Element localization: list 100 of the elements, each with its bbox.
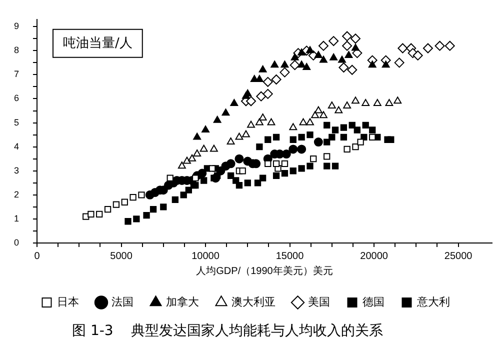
point [271,74,282,85]
point [340,124,348,131]
point [235,132,244,140]
point [332,126,339,134]
y-tick-label: 9 [14,21,20,32]
point [290,136,296,143]
point [247,120,255,128]
point [246,96,256,106]
point [290,60,300,70]
point [267,118,276,126]
point [362,99,370,106]
point [382,60,390,68]
point [422,43,433,54]
point [338,62,349,72]
point [239,168,246,174]
point [320,111,328,118]
point [344,146,350,153]
point [244,89,252,96]
point [298,134,305,141]
point [290,168,296,174]
point [352,44,360,51]
point [298,48,306,56]
legend-label: 加拿大 [166,295,199,308]
point [298,60,306,68]
point [299,118,308,126]
point [394,58,404,68]
point [96,210,103,218]
point [288,144,298,154]
point [352,96,360,104]
point [334,106,343,114]
point [385,99,394,106]
point [306,162,314,170]
point [88,210,94,218]
point [311,111,320,118]
point [344,50,353,58]
y-axis-title: 吨油当量/人 [63,36,132,51]
y-tick-label: 3 [14,165,20,176]
point [306,118,314,126]
point [343,101,352,108]
y-tick-label: 7 [14,69,20,80]
point [290,53,299,60]
point [297,144,306,154]
point [324,162,330,170]
y-tick-label: 4 [14,141,20,152]
point [202,126,210,132]
x-axis-title: 人均GDP/（1990年美元）美元 [196,264,333,277]
x-tick-label: 20000 [360,250,388,262]
point [258,113,267,120]
point [394,96,402,104]
point [332,162,339,170]
point [272,160,280,167]
point [324,138,330,146]
point [262,76,273,87]
point [210,144,218,152]
y-tick-label: 2 [14,189,20,200]
point [133,216,140,222]
point [211,174,220,183]
legend-label: 美国 [308,295,330,308]
point [234,154,244,164]
point [193,150,202,157]
point [244,180,251,186]
point [185,186,192,194]
point [368,60,376,68]
point [193,132,202,140]
point [320,56,328,63]
point [230,99,238,106]
point [362,122,369,129]
point [226,159,236,168]
point [352,144,359,150]
point [373,99,382,106]
point [444,40,455,51]
point [354,126,361,134]
point [314,106,322,114]
point [236,182,243,189]
legend-label: 意大利 [416,295,450,308]
point [259,174,266,182]
point [213,116,222,123]
point [254,180,262,186]
point [255,118,264,126]
point [262,88,273,99]
point [342,40,352,51]
x-tick-label: 15000 [276,250,304,262]
point [328,101,336,108]
point [104,206,112,213]
x-tick-label: 25000 [444,250,473,262]
point [340,134,348,141]
legend-label: 法国 [111,295,134,308]
point [130,194,136,201]
text: 图 1-3 典型发达国家人均能耗与人均收入的关系 [71,322,384,341]
point [314,50,322,58]
legend-label: 澳大利亚 [231,295,276,308]
point [280,60,289,68]
point [298,165,305,172]
point [180,192,187,198]
point [166,174,174,182]
x-tick-label: 0 [34,250,40,262]
point [388,136,394,143]
point [264,136,272,143]
point [328,134,336,141]
point [121,198,128,206]
